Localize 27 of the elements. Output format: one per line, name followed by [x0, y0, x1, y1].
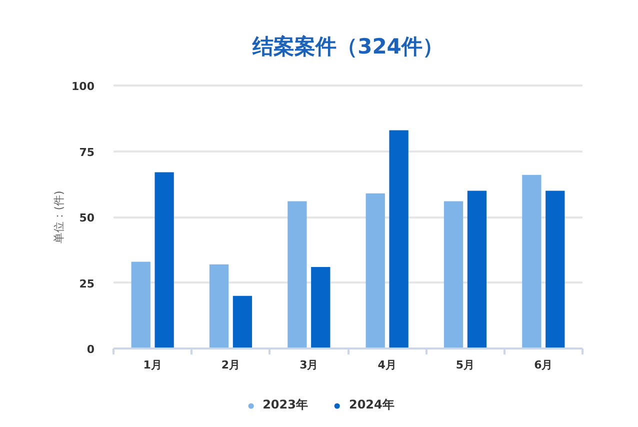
bar	[467, 190, 487, 348]
bar	[311, 266, 330, 348]
bar	[209, 264, 229, 348]
y-tick-label: 25	[79, 277, 95, 290]
bar	[288, 201, 307, 348]
chart-title: 结案案件（324件）	[252, 34, 444, 58]
y-axis-title: 单位：(件)	[52, 190, 66, 244]
x-tick-label: 1月	[143, 358, 162, 372]
bar	[366, 193, 385, 348]
bar	[232, 296, 252, 348]
y-tick-label: 75	[79, 146, 95, 159]
legend-label: 2024年	[348, 396, 394, 414]
y-tick-label: 100	[72, 80, 95, 93]
x-tick-label: 2月	[221, 358, 240, 372]
x-tick-label: 6月	[534, 358, 553, 372]
bar	[154, 172, 174, 348]
bar	[389, 130, 408, 348]
y-tick-label: 0	[86, 343, 95, 356]
legend-label: 2023年	[262, 396, 308, 414]
bar	[131, 262, 150, 348]
bar	[546, 190, 565, 348]
x-tick-label: 5月	[456, 358, 475, 372]
x-tick-label: 4月	[378, 358, 396, 372]
bar	[522, 174, 542, 348]
y-tick-label: 50	[79, 212, 95, 224]
x-tick-label: 3月	[300, 358, 318, 372]
bar	[444, 201, 464, 348]
